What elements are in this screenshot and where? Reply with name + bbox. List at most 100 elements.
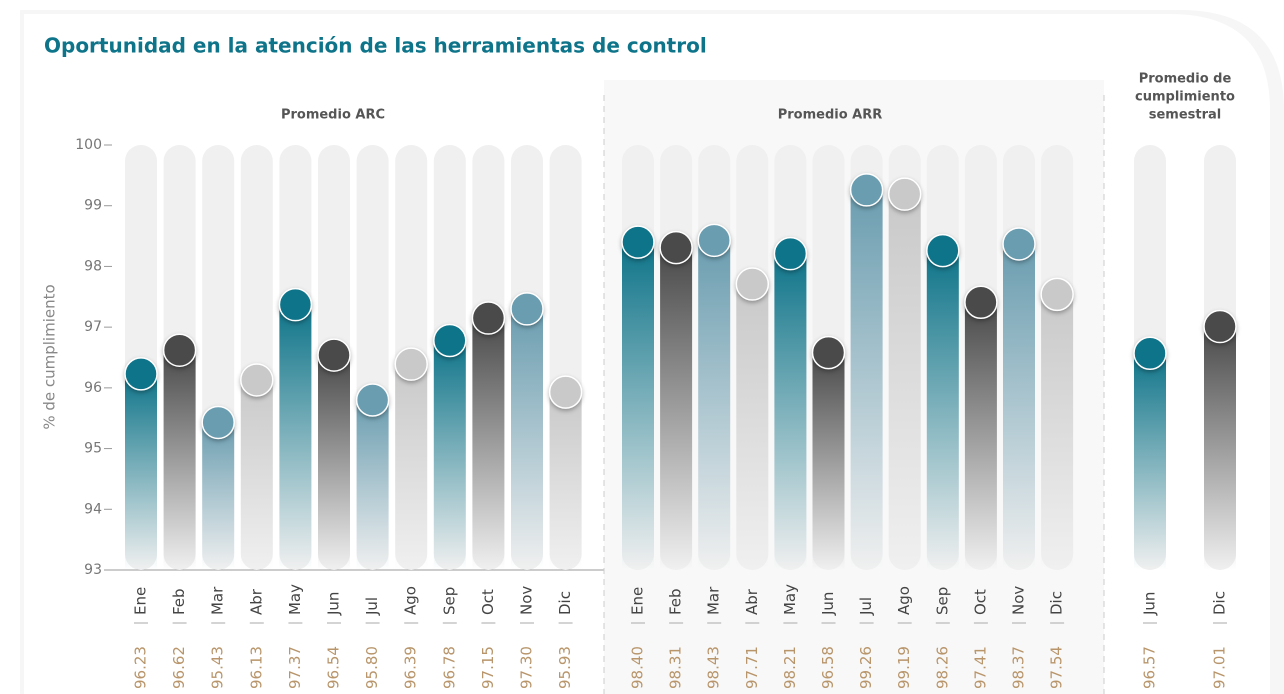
x-tick-label: Mar: [209, 586, 227, 615]
group-label: Promedio de: [1139, 72, 1232, 87]
value-label: 95.93: [556, 646, 574, 689]
value-label: 97.41: [971, 646, 989, 689]
y-tick-label: 98: [84, 258, 102, 274]
bar: [774, 253, 807, 570]
y-axis-label: % de cumplimiento: [41, 284, 59, 429]
value-label: 97.15: [479, 646, 497, 689]
x-tick-label: Feb: [170, 588, 188, 615]
bar-cap: [240, 363, 274, 397]
value-label: 97.37: [286, 646, 304, 689]
y-tick-label: 99: [84, 198, 102, 214]
value-label: 98.26: [933, 646, 951, 689]
bar: [433, 340, 466, 570]
x-tick-label: Nov: [518, 586, 536, 615]
bar-cap: [1040, 277, 1074, 312]
bar-cap: [621, 225, 655, 259]
bar: [964, 302, 997, 570]
x-tick-label: Ene: [629, 587, 647, 615]
bar: [850, 189, 883, 570]
x-tick-label: Ago: [895, 586, 913, 615]
chart-title: Oportunidad en la atención de las herram…: [44, 34, 707, 58]
x-tick-label: Feb: [667, 588, 685, 615]
bar: [202, 422, 235, 570]
bar: [698, 240, 731, 571]
value-label: 96.54: [325, 646, 343, 689]
x-tick-label: Jul: [363, 597, 381, 616]
group-label: semestral: [1149, 108, 1222, 123]
bar-cap: [355, 383, 390, 417]
bar: [1041, 294, 1074, 570]
x-tick-label: Jun: [819, 592, 837, 616]
x-tick-label: Dic: [1211, 591, 1229, 615]
bar: [926, 250, 959, 570]
x-tick-label: Jun: [1141, 592, 1159, 616]
bar-cap: [471, 301, 506, 335]
bar-cap: [433, 323, 467, 358]
x-tick-label: Abr: [247, 588, 265, 615]
x-tick-label: Sep: [933, 587, 951, 615]
bar: [318, 355, 350, 570]
x-tick-label: Ene: [132, 587, 150, 615]
bar-cap: [964, 285, 998, 319]
value-label: 98.31: [667, 646, 685, 689]
value-label: 95.43: [209, 646, 227, 689]
x-tick-label: Abr: [743, 588, 761, 615]
group-label: Promedio ARR: [778, 108, 883, 123]
bar: [240, 379, 273, 570]
value-label: 97.71: [743, 646, 761, 689]
value-label: 95.80: [363, 646, 381, 689]
bar: [1204, 326, 1236, 570]
x-tick-label: Dic: [1048, 591, 1066, 615]
bar: [125, 373, 157, 570]
bar-cap: [510, 292, 544, 326]
value-label: 98.40: [629, 646, 647, 689]
bar: [395, 364, 428, 570]
x-tick-label: Ago: [402, 586, 420, 615]
bar-cap: [887, 177, 922, 211]
bar-cap: [773, 236, 808, 271]
bar: [163, 350, 196, 570]
value-label: 99.26: [857, 646, 875, 689]
x-tick-label: Dic: [556, 591, 574, 615]
bar: [736, 284, 769, 570]
y-tick-label: 96: [84, 380, 102, 396]
bar: [812, 352, 845, 570]
value-label: 96.23: [132, 646, 150, 689]
group-label: cumplimiento: [1135, 90, 1235, 105]
x-tick-label: Oct: [971, 589, 989, 615]
bar-cap: [849, 173, 884, 207]
value-label: 98.37: [1010, 646, 1028, 689]
y-tick-label: 94: [84, 501, 102, 517]
value-label: 96.39: [402, 646, 420, 689]
bar-cap: [926, 233, 960, 268]
value-label: 96.13: [247, 646, 265, 689]
bar-cap: [1203, 309, 1237, 344]
x-tick-label: May: [286, 584, 304, 615]
value-label: 97.01: [1211, 646, 1229, 689]
bar: [1134, 353, 1166, 570]
y-tick-label: 97: [84, 319, 102, 335]
value-label: 96.78: [440, 646, 458, 689]
y-tick-label: 93: [84, 562, 102, 578]
bar: [472, 318, 505, 570]
bar-cap: [697, 223, 731, 258]
bar-cap: [659, 230, 693, 265]
x-tick-label: Mar: [705, 586, 723, 615]
value-label: 98.43: [705, 646, 723, 689]
value-label: 97.30: [518, 646, 536, 689]
bar-cap: [124, 357, 158, 391]
value-label: 98.21: [781, 646, 799, 689]
x-tick-label: Jun: [325, 592, 343, 616]
bar: [279, 304, 312, 570]
bar: [622, 242, 654, 570]
y-tick-label: 100: [75, 137, 102, 153]
bar: [888, 194, 921, 570]
bar-cap: [1133, 336, 1167, 370]
value-label: 96.58: [819, 646, 837, 689]
value-label: 96.62: [170, 646, 188, 689]
bar: [356, 400, 389, 570]
value-label: 99.19: [895, 646, 913, 689]
group-label: Promedio ARC: [281, 108, 385, 123]
bar-cap: [1002, 227, 1036, 261]
bar-cap: [317, 338, 351, 372]
